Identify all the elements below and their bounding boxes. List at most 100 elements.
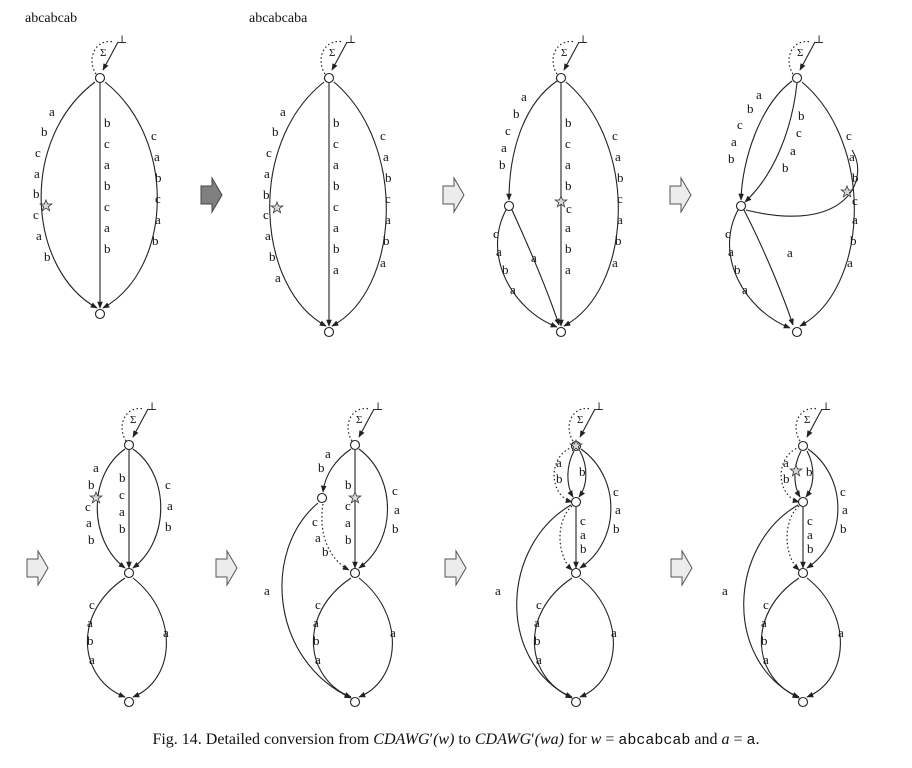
edge-label: b (556, 471, 563, 486)
branch-node (735, 200, 747, 212)
branch-node (316, 492, 328, 504)
edge-labels: a b c a b c a b a b c a b c a b a c a b … (263, 104, 392, 285)
edge-label: a (275, 270, 281, 285)
edge-label: c (807, 513, 813, 528)
edge-label: b (33, 186, 40, 201)
edge-label: b (345, 532, 352, 547)
edge-label: b (783, 471, 790, 486)
sigma-label: Σ (356, 414, 362, 426)
edge-label: c (104, 136, 110, 151)
edge-label: a (104, 220, 110, 235)
edge-label: c (725, 226, 731, 241)
edge-label: b (263, 187, 270, 202)
bottom-symbol: ⊥ (821, 401, 831, 413)
caption-w-value: abcabcab (618, 732, 691, 749)
edge-label: a (617, 212, 623, 227)
edge-label: b (152, 233, 159, 248)
edge-label: b (807, 541, 814, 556)
star-marker (840, 184, 854, 198)
edge-label: a (849, 149, 855, 164)
bottom-symbol: ⊥ (346, 34, 356, 46)
edge-label: c (155, 191, 161, 206)
edge-label: a (510, 282, 516, 297)
edge-label: b (119, 521, 126, 536)
edge-label: b (104, 115, 111, 130)
edge-label: b (565, 115, 572, 130)
edge-label: c (505, 123, 511, 138)
edge-label: a (580, 527, 586, 542)
edge-label: b (798, 108, 805, 123)
edge-label: b (333, 241, 340, 256)
edge-label: a (265, 228, 271, 243)
edge-label: c (737, 117, 743, 132)
edge-label: c (612, 128, 618, 143)
sink-node (791, 326, 803, 338)
edge-label: a (315, 652, 321, 667)
source-node (94, 72, 106, 84)
sink-node (323, 326, 335, 338)
transition-arrow-4 (26, 549, 49, 587)
edge-label: a (722, 583, 728, 598)
edge-label: b (579, 464, 586, 479)
edge-label: a (87, 615, 93, 630)
edge-label: c (119, 487, 125, 502)
edge-label: b (761, 633, 768, 648)
star-marker (89, 490, 103, 504)
source-node (797, 440, 809, 452)
edge-label: c (266, 145, 272, 160)
sigma-label: Σ (100, 47, 106, 59)
edge-label: a (385, 212, 391, 227)
caption-func-1: CDAWG (373, 731, 430, 748)
edge-label: a (536, 652, 542, 667)
edge-label: c (151, 128, 157, 143)
edge-label: a (89, 652, 95, 667)
panel-3: Σ ⊥ a b c a b c a b a a b c a b c a b (493, 34, 624, 338)
sigma-label: Σ (577, 414, 583, 426)
edge-label: a (104, 157, 110, 172)
edge-label: c (333, 199, 339, 214)
edge-label: b (104, 241, 111, 256)
edge-labels: a b c a b c a b b c a b c a b c a b c a … (33, 104, 162, 264)
edge-label: c (33, 207, 39, 222)
figure-caption: Fig. 14. Detailed conversion from CDAWG′… (0, 731, 912, 749)
edge-label: b (617, 170, 624, 185)
edge-label: c (613, 484, 619, 499)
edge-label: a (119, 504, 125, 519)
edge-label: b (782, 160, 789, 175)
edge-label: b (155, 170, 162, 185)
edge-label: a (49, 104, 55, 119)
edge-label: b (513, 106, 520, 121)
edge-labels: a b b c a b c a b c a b a c a b a a (264, 446, 400, 667)
edge-label: b (345, 477, 352, 492)
caption-and: and (690, 731, 722, 748)
edge-label: c (566, 201, 572, 216)
edge-label: a (761, 615, 767, 630)
edge-label: a (615, 502, 621, 517)
bottom-symbol: ⊥ (578, 34, 588, 46)
edge-label: c (617, 191, 623, 206)
edge-label: b (165, 519, 172, 534)
edge-label: b (852, 170, 859, 185)
edge-label: a (86, 515, 92, 530)
edge-label: a (390, 625, 396, 640)
edge-label: c (392, 483, 398, 498)
edge-label: c (85, 499, 91, 514)
edge-label: a (763, 652, 769, 667)
source-node (555, 72, 567, 84)
edge-label: b (565, 241, 572, 256)
sigma-label: Σ (130, 414, 136, 426)
edge-label: a (333, 262, 339, 277)
middle-node (349, 567, 361, 579)
edge-label: a (36, 228, 42, 243)
edge-label: a (847, 255, 853, 270)
edge-label: a (495, 583, 501, 598)
branch-node (570, 496, 582, 508)
edge-label: b (87, 633, 94, 648)
edge-label: b (392, 521, 399, 536)
edge-label: b (728, 151, 735, 166)
caption-arg-w: (w) (433, 731, 455, 748)
edge-label: c (580, 513, 586, 528)
panel-2: Σ ⊥ a b c a b c a b a b c a b c a b a c … (263, 34, 392, 338)
star-marker (554, 194, 568, 208)
sigma-label: Σ (804, 414, 810, 426)
